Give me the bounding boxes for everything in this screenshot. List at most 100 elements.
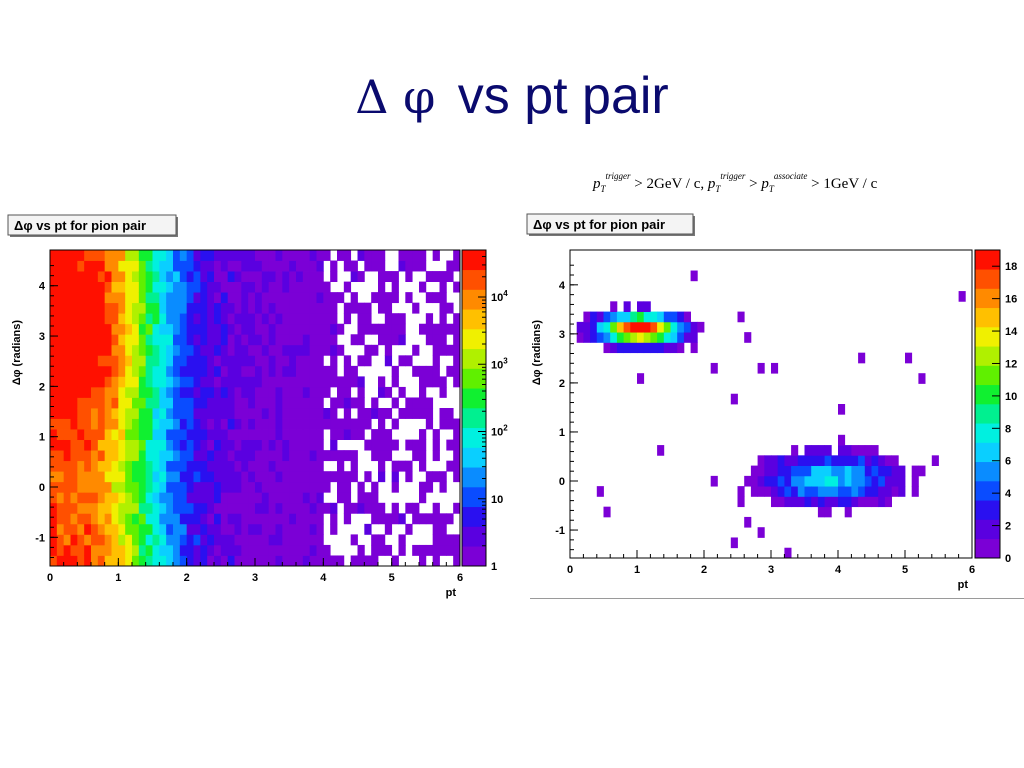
heatmap-cell (316, 544, 324, 556)
heatmap-cell (200, 292, 208, 304)
heatmap-cell (138, 281, 147, 293)
heatmap-cell (118, 502, 126, 514)
heatmap-cell (125, 450, 133, 462)
heatmap-cell (412, 544, 420, 556)
heatmap-cell (453, 534, 461, 546)
heatmap-cell (268, 429, 276, 440)
formula-sup1: trigger (605, 171, 631, 181)
heatmap-cell (200, 281, 208, 293)
heatmap-cell (159, 450, 167, 462)
heatmap-cell (275, 555, 283, 567)
heatmap-cell (804, 455, 812, 466)
heatmap-cell (234, 544, 242, 556)
heatmap-cell (316, 534, 324, 546)
heatmap-cell (214, 281, 222, 293)
heatmap-cell (56, 502, 65, 514)
heatmap-cell (811, 455, 819, 466)
heatmap-cell (220, 418, 229, 430)
heatmap-cell (797, 486, 805, 497)
heatmap-cell (118, 250, 126, 261)
heatmap-cell (186, 481, 194, 493)
heatmap-cell (125, 429, 133, 440)
heatmap-cell (70, 355, 78, 367)
heatmap-cell (207, 523, 215, 535)
heatmap-cell (268, 292, 276, 304)
heatmap-cell (50, 365, 58, 377)
heatmap-cell (125, 502, 133, 514)
heatmap-cell (323, 281, 331, 293)
heatmap-cell (179, 439, 188, 451)
heatmap-cell (159, 523, 167, 535)
heatmap-cell (111, 313, 119, 325)
heatmap-cell (173, 502, 181, 514)
heatmap-cell (275, 471, 283, 483)
heatmap-cell (255, 397, 263, 409)
heatmap-cell (118, 271, 126, 282)
heatmap-cell (200, 544, 208, 556)
heatmap-cell (220, 302, 229, 314)
heatmap-cell (268, 523, 276, 535)
heatmap-cell (637, 332, 645, 343)
heatmap-cell (104, 355, 112, 367)
heatmap-cell (111, 344, 119, 356)
heatmap-cell (439, 302, 447, 314)
heatmap-cell (282, 408, 290, 419)
heatmap-cell (179, 429, 188, 440)
heatmap-cell (200, 334, 208, 346)
heatmap-cell (391, 502, 399, 514)
heatmap-cell (643, 311, 651, 323)
heatmap-cell (97, 460, 106, 472)
heatmap-cell (166, 523, 174, 535)
heatmap-cell (241, 439, 249, 451)
heatmap-cell (97, 429, 106, 440)
heatmap-cell (268, 323, 276, 335)
heatmap-cell (623, 321, 631, 333)
heatmap-cell (84, 313, 92, 325)
heatmap-cell (152, 376, 160, 388)
heatmap-cell (811, 486, 819, 497)
heatmap-cell (330, 408, 338, 419)
heatmap-cell (50, 492, 58, 504)
heatmap-cell (63, 460, 71, 472)
heatmap-cell (193, 386, 201, 398)
heatmap-cell (302, 250, 311, 261)
x-tick-label: 4 (320, 572, 327, 584)
heatmap-cell (50, 450, 58, 462)
colorbar-segment (462, 467, 486, 488)
heatmap-cell (405, 271, 413, 282)
heatmap-cell (364, 523, 372, 535)
heatmap-cell (771, 496, 779, 508)
heatmap-cell (398, 534, 406, 546)
heatmap-cell (186, 260, 194, 272)
heatmap-cell (179, 334, 188, 346)
heatmap-cell (70, 523, 78, 535)
heatmap-cell (152, 408, 160, 419)
heatmap-cell (50, 334, 58, 346)
heatmap-cell (145, 271, 153, 282)
heatmap-cell (289, 450, 297, 462)
heatmap-cell (302, 302, 311, 314)
heatmap-cell (186, 450, 194, 462)
heatmap-cell (255, 513, 263, 525)
heatmap-cell (125, 439, 133, 451)
heatmap-cell (255, 365, 263, 377)
heatmap-cell (330, 439, 338, 451)
heatmap-cell (227, 502, 235, 514)
heatmap-cell (97, 260, 106, 272)
heatmap-cell (296, 450, 304, 462)
heatmap-cell (858, 445, 866, 456)
heatmap-cell (357, 386, 365, 398)
heatmap-cell (446, 323, 454, 335)
formula-sub1: T (600, 184, 606, 194)
heatmap-cell (77, 418, 85, 430)
heatmap-cell (261, 250, 270, 261)
heatmap-cell (179, 313, 188, 325)
heatmap-cell (138, 376, 147, 388)
heatmap-cell (391, 292, 399, 304)
heatmap-cell (330, 450, 338, 462)
heatmap-cell (255, 250, 263, 261)
heatmap-cell (350, 334, 358, 346)
heatmap-cell (248, 544, 256, 556)
